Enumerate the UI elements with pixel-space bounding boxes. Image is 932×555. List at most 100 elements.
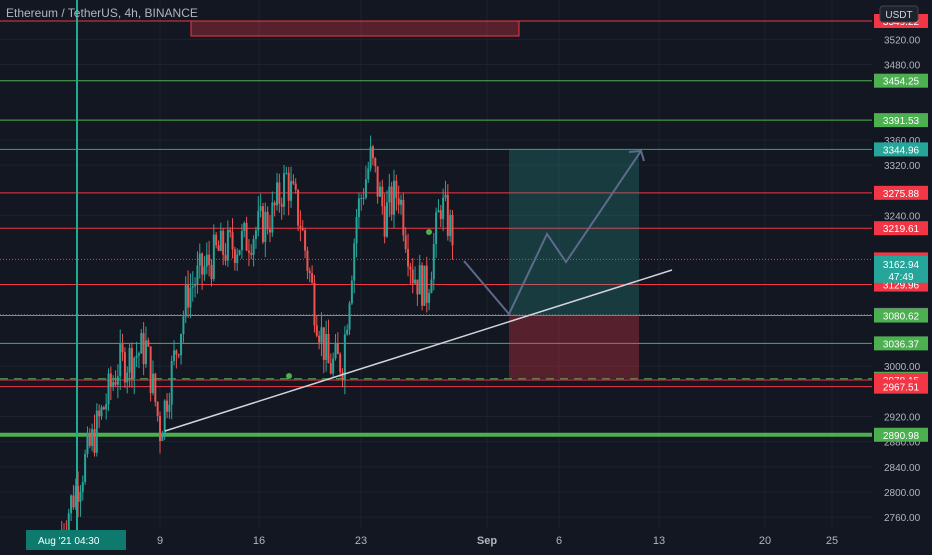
candle-body (390, 186, 393, 215)
candle-body (311, 273, 314, 283)
candle-body (322, 327, 325, 360)
x-tick-label: 20 (759, 535, 771, 547)
candle-body (346, 329, 349, 335)
candle-body (233, 249, 236, 263)
candle-body (77, 486, 80, 502)
price-level-label: 3275.88 (883, 189, 920, 200)
candle-body (67, 513, 70, 535)
candle-body (383, 206, 386, 237)
candle-body (388, 186, 391, 203)
candle-body (163, 400, 166, 434)
candle-body (278, 182, 281, 204)
y-tick-label: 3240.00 (884, 211, 921, 222)
candle-body (254, 230, 257, 239)
candle-body (250, 252, 253, 255)
trend-line[interactable] (164, 269, 673, 432)
candle-body (435, 212, 438, 245)
candle-body (261, 206, 264, 242)
candle-body (215, 234, 218, 246)
x-tick-label: 6 (556, 535, 562, 547)
price-level-badge (874, 379, 928, 394)
candle-body (367, 168, 370, 180)
crosshair-time-label: Aug '21 04:30 (38, 536, 100, 547)
candle-body (297, 189, 300, 226)
candle-body (133, 357, 136, 379)
candle-body (184, 284, 187, 317)
candle-body (329, 363, 332, 374)
projection-path[interactable] (463, 150, 642, 316)
candle-body (304, 230, 307, 251)
candle-body (112, 382, 115, 387)
price-level-labels: 3549.223454.253391.533344.963275.883219.… (874, 14, 928, 442)
candle-body (404, 235, 407, 250)
price-level-badge (874, 308, 928, 323)
candle-body (144, 340, 147, 365)
candle-body (393, 180, 395, 215)
candle-body (357, 198, 360, 218)
candle-body (159, 415, 161, 441)
price-level-label: 3219.61 (883, 224, 920, 235)
candle-body (236, 254, 239, 263)
last-price-label: 3162.94 (883, 260, 920, 271)
candle-body (355, 217, 358, 244)
candle-body (130, 347, 133, 379)
candle-body (350, 280, 353, 304)
candle-body (299, 225, 302, 229)
price-level-label: 3036.37 (883, 339, 920, 350)
candle-body (409, 266, 412, 270)
candle-body (245, 222, 248, 251)
crosshair-time-badge (26, 530, 126, 550)
candle-body (243, 222, 246, 231)
y-tick-label: 3000.00 (884, 362, 921, 373)
candle-body (95, 410, 98, 453)
take-profit-zone[interactable] (509, 149, 639, 315)
candle-body (395, 180, 398, 199)
price-level-badge (874, 221, 928, 236)
x-tick-label: 9 (157, 535, 163, 547)
candle-body (264, 211, 267, 242)
candle-body (276, 182, 278, 206)
marker-dot (426, 229, 432, 235)
candle-body (369, 146, 372, 169)
candle-body (273, 202, 276, 206)
candle-body (168, 404, 171, 412)
candle-body (341, 372, 344, 380)
candle-body (189, 287, 192, 308)
candle-body (259, 206, 262, 211)
candle-body (187, 284, 190, 308)
resistance-zone[interactable] (190, 20, 520, 37)
candle-body (98, 410, 101, 417)
candle-body (313, 282, 316, 326)
candle-body (280, 203, 283, 207)
currency-badge[interactable] (879, 5, 919, 23)
x-tick-label: 23 (355, 535, 367, 547)
projection-arrowhead (628, 149, 645, 162)
candle-body (283, 173, 286, 207)
candle-body (442, 197, 445, 220)
candle-body (137, 353, 140, 356)
candle-body (81, 482, 84, 492)
x-tick-label: 13 (653, 535, 665, 547)
candle-body (374, 158, 377, 167)
price-level-badge (874, 336, 928, 351)
candle-body (418, 265, 421, 295)
price-level-badge (874, 142, 928, 157)
candle-body (151, 373, 154, 394)
price-level-badge (874, 185, 928, 200)
candle-body (266, 211, 269, 230)
stop-loss-zone[interactable] (509, 314, 639, 379)
price-level-badge (874, 427, 928, 442)
candle-body (446, 194, 449, 236)
candle-body (177, 354, 180, 356)
candle-body (147, 340, 150, 347)
candles (60, 135, 454, 547)
candle-body (114, 382, 117, 385)
candle-body (315, 325, 318, 336)
price-axis-ticks: 2760.00 2800.00 2840.00 2880.00 2920.00 3000.… (884, 35, 921, 524)
y-tick-label: 3520.00 (884, 35, 921, 46)
candle-body (156, 402, 159, 416)
candle-body (196, 265, 199, 286)
